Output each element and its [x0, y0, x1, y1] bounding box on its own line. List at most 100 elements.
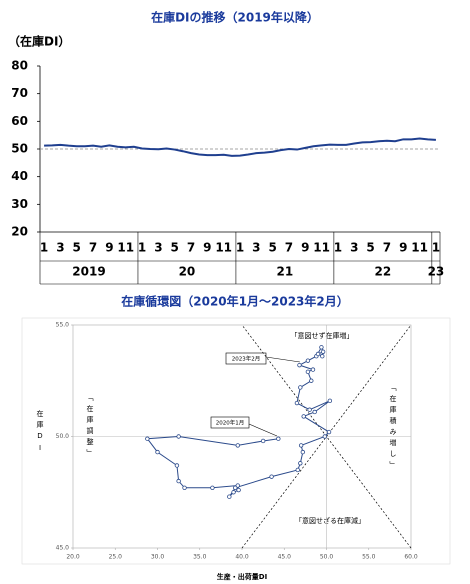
chart-title: 在庫循環図（2020年1月〜2023年2月） — [121, 294, 349, 309]
point — [307, 407, 312, 412]
x-tick-label: 1 — [138, 241, 146, 255]
point — [236, 487, 241, 493]
point — [298, 385, 303, 390]
point — [319, 345, 324, 350]
point — [210, 485, 215, 490]
y-tick-label: 45.0 — [56, 545, 70, 552]
x-tick-label: 5 — [171, 241, 179, 255]
x-tick-label: 11 — [215, 241, 232, 255]
x-tick-label: 3 — [56, 241, 64, 255]
point — [298, 443, 304, 448]
year-label: 20 — [179, 265, 196, 279]
x-tick-label: 9 — [399, 241, 407, 255]
point — [176, 478, 181, 484]
point — [155, 449, 160, 455]
point — [295, 467, 300, 473]
point — [235, 443, 240, 448]
x-tick-label: 25.0 — [109, 554, 123, 561]
trajectory — [146, 346, 331, 498]
point — [298, 461, 303, 466]
x-tick-label: 5 — [73, 241, 81, 255]
frame — [21, 317, 451, 565]
y-tick-label: 60 — [11, 114, 28, 128]
x-tick-label: 9 — [105, 241, 113, 255]
y-tick-label: 80 — [11, 59, 28, 73]
callout-arrow — [265, 356, 301, 363]
point — [231, 490, 236, 495]
point — [276, 436, 281, 441]
x-tick-label: 30.0 — [151, 554, 165, 561]
x-tick-label: 3 — [350, 241, 358, 255]
year-label: 2019 — [72, 265, 105, 279]
y-tick-label: 30 — [11, 197, 28, 211]
point — [260, 438, 266, 444]
point — [176, 434, 181, 439]
point — [174, 463, 180, 468]
point — [305, 369, 311, 375]
point — [305, 358, 311, 363]
callout-box — [210, 416, 250, 429]
x-tick-label: 55.0 — [362, 554, 376, 561]
x-tick-label: 45.0 — [278, 554, 292, 561]
x-tick-label: 7 — [383, 241, 391, 255]
chart-title: 在庫DIの推移（2019年以降） — [151, 10, 319, 25]
diagonal — [241, 324, 412, 549]
point — [312, 409, 317, 415]
point — [320, 354, 325, 359]
point — [320, 349, 326, 354]
point — [227, 494, 232, 499]
y-tick-label: 70 — [11, 86, 28, 100]
annotation: 「意図せざる在庫減」 — [295, 516, 365, 525]
point — [269, 474, 274, 479]
y-tick-label: 40 — [11, 169, 28, 183]
year-label: 22 — [375, 265, 392, 279]
point — [326, 429, 332, 435]
x-tick-label: 1 — [236, 241, 244, 255]
annotation: 「意図せず在庫増」 — [291, 331, 354, 340]
x-tick-label: 35.0 — [193, 554, 207, 561]
x-tick-label: 60.0 — [404, 554, 418, 561]
y-axis-label: （在庫DI） — [8, 34, 70, 49]
x-tick-label: 40.0 — [235, 554, 249, 561]
y-tick-label: 20 — [11, 225, 28, 239]
x-tick-label: 11 — [313, 241, 330, 255]
x-tick-label: 1 — [432, 241, 440, 255]
point — [297, 362, 302, 368]
x-axis-label: 生産・出荷量DI — [217, 572, 267, 581]
point — [315, 351, 321, 357]
annotation: 「在庫調整」 — [86, 394, 94, 460]
x-tick-label: 11 — [117, 241, 134, 255]
year-label: 23 — [428, 265, 445, 279]
point — [294, 400, 300, 406]
y-axis-label: 在庫DI — [36, 409, 44, 456]
x-tick-label: 50.0 — [320, 554, 334, 561]
x-tick-label: 9 — [301, 241, 309, 255]
point — [309, 378, 314, 383]
x-tick-label: 5 — [268, 241, 276, 255]
y-tick-label: 50.0 — [56, 433, 70, 440]
point — [310, 367, 316, 372]
point — [145, 436, 150, 441]
callout-box — [225, 352, 267, 365]
x-tick-label: 3 — [252, 241, 260, 255]
point — [182, 485, 187, 490]
annotation: 「在庫積み増し」 — [389, 384, 397, 472]
y-tick-label: 50 — [11, 142, 28, 156]
point — [301, 414, 306, 419]
x-tick-label: 7 — [89, 241, 97, 255]
callout: 2020年1月 — [216, 419, 245, 427]
point — [300, 449, 306, 455]
x-tick-label: 5 — [366, 241, 374, 255]
callout-arrow — [248, 423, 278, 437]
point — [322, 434, 328, 439]
x-tick-label: 7 — [285, 241, 293, 255]
year-label: 21 — [277, 265, 294, 279]
y-tick-label: 55.0 — [56, 322, 70, 329]
diagonal — [241, 324, 412, 549]
point — [327, 398, 333, 404]
x-tick-label: 9 — [203, 241, 211, 255]
x-tick-label: 1 — [40, 241, 48, 255]
x-tick-label: 20.0 — [66, 554, 80, 561]
